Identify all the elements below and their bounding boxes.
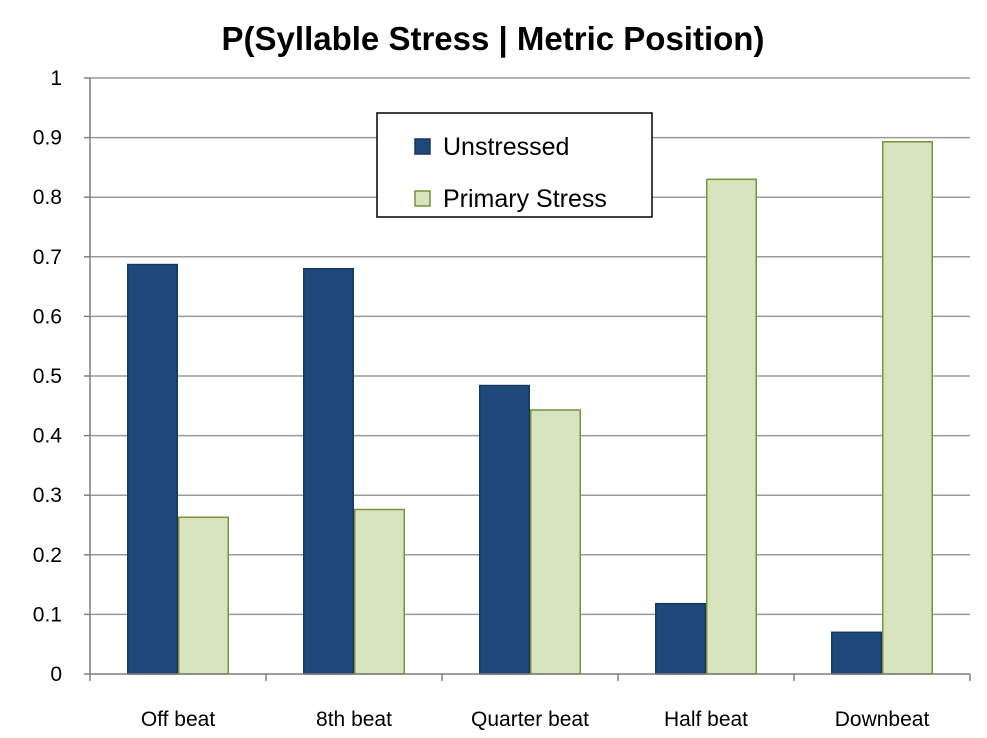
x-category-label: Quarter beat — [471, 708, 589, 731]
y-tick-label: 0.5 — [33, 365, 62, 388]
x-category-label: Off beat — [141, 708, 215, 731]
bar-primary-stress — [354, 508, 405, 675]
bar-primary-stress — [882, 141, 933, 675]
x-category-label: 8th beat — [316, 708, 392, 731]
legend-swatch — [414, 190, 431, 207]
y-tick-label: 0.8 — [33, 186, 62, 209]
y-tick-label: 0.6 — [33, 305, 62, 328]
y-tick-label: 0.2 — [33, 544, 62, 567]
legend-label: Unstressed — [443, 133, 569, 161]
chart-title: P(Syllable Stress | Metric Position) — [222, 20, 765, 57]
axes — [84, 77, 971, 681]
y-tick-label: 1 — [50, 67, 62, 90]
y-tick-label: 0 — [50, 663, 62, 686]
y-tick-label: 0.1 — [33, 603, 62, 626]
bar-primary-stress — [178, 516, 229, 675]
y-tick-label: 0.9 — [33, 127, 62, 150]
bar-unstressed — [831, 631, 882, 675]
y-tick-label: 0.4 — [33, 425, 63, 448]
x-category-label: Half beat — [664, 708, 748, 731]
legend-swatch — [414, 138, 431, 155]
x-category-label: Downbeat — [835, 708, 930, 731]
bar-unstressed — [127, 263, 178, 675]
bar-unstressed — [479, 384, 530, 675]
y-tick-labels: 0 0.1 0.2 0.3 0.4 0.5 0.6 0.7 0.8 0.9 1 — [33, 67, 63, 686]
bars — [127, 141, 933, 675]
y-tick-label: 0.3 — [33, 484, 62, 507]
bar-unstressed — [655, 602, 706, 675]
legend-label: Primary Stress — [443, 185, 607, 213]
x-category-labels: Off beat 8th beat Quarter beat Half beat Dow… — [141, 708, 930, 731]
y-tick-label: 0.7 — [33, 246, 62, 269]
bar-primary-stress — [530, 409, 581, 675]
legend: Unstressed Primary Stress — [376, 112, 653, 218]
bar-unstressed — [303, 267, 354, 675]
bar-primary-stress — [706, 178, 757, 675]
